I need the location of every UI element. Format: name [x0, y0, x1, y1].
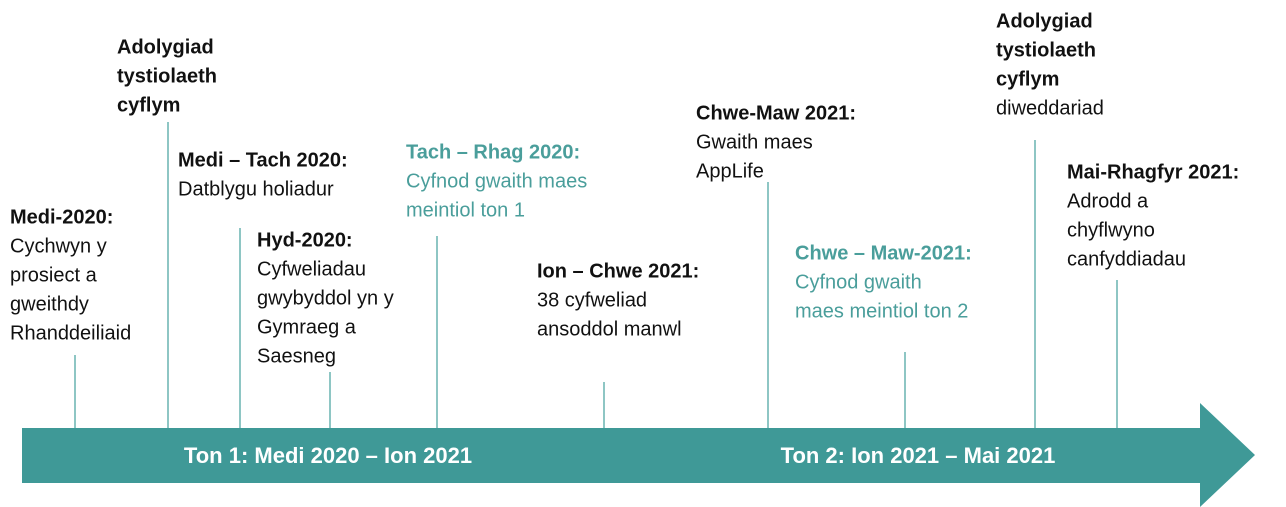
- event-title: Medi-2020:: [10, 206, 113, 228]
- timeline-arrow: [22, 403, 1255, 507]
- event-description: AppLife: [696, 160, 764, 182]
- event-description: 38 cyfweliad: [537, 289, 647, 311]
- phase-label: Ton 2: Ion 2021 – Mai 2021: [781, 443, 1056, 468]
- event-description: Adrodd a: [1067, 190, 1149, 212]
- event-description: Cyfnod gwaith: [795, 271, 922, 293]
- event-title: Ion – Chwe 2021:: [537, 260, 699, 282]
- event-description: chyflwyno: [1067, 219, 1155, 241]
- event-description: gwybyddol yn y: [257, 287, 394, 309]
- event-description: Datblygu holiadur: [178, 178, 334, 200]
- event-description: ansoddol manwl: [537, 318, 682, 340]
- event-description: Cyfnod gwaith maes: [406, 170, 587, 192]
- event-description: canfyddiadau: [1067, 248, 1186, 270]
- event-description: Gwaith maes: [696, 131, 813, 153]
- event-title: cyflym: [117, 94, 180, 116]
- event-description: maes meintiol ton 2: [795, 300, 968, 322]
- event-description: meintiol ton 1: [406, 199, 525, 221]
- event-title: Adolygiad: [996, 10, 1093, 32]
- event-description: Gymraeg a: [257, 316, 357, 338]
- event-title: tystiolaeth: [117, 65, 217, 87]
- event-title: Adolygiad: [117, 36, 214, 58]
- event-title: Medi – Tach 2020:: [178, 149, 348, 171]
- event-title: Mai-Rhagfyr 2021:: [1067, 161, 1239, 183]
- event-description: Saesneg: [257, 345, 336, 367]
- event-title: Hyd-2020:: [257, 229, 353, 251]
- event-title: Tach – Rhag 2020:: [406, 141, 580, 163]
- event-title: cyflym: [996, 68, 1059, 90]
- event-description: Cyfweliadau: [257, 258, 366, 280]
- event-description: Cychwyn y: [10, 235, 107, 257]
- phase-label: Ton 1: Medi 2020 – Ion 2021: [184, 443, 472, 468]
- event-description: Rhanddeiliaid: [10, 322, 131, 344]
- event-description: diweddariad: [996, 97, 1104, 119]
- event-description: gweithdy: [10, 293, 89, 315]
- event-title: Chwe-Maw 2021:: [696, 102, 856, 124]
- event-description: prosiect a: [10, 264, 98, 286]
- event-title: Chwe – Maw-2021:: [795, 242, 972, 264]
- event-title: tystiolaeth: [996, 39, 1096, 61]
